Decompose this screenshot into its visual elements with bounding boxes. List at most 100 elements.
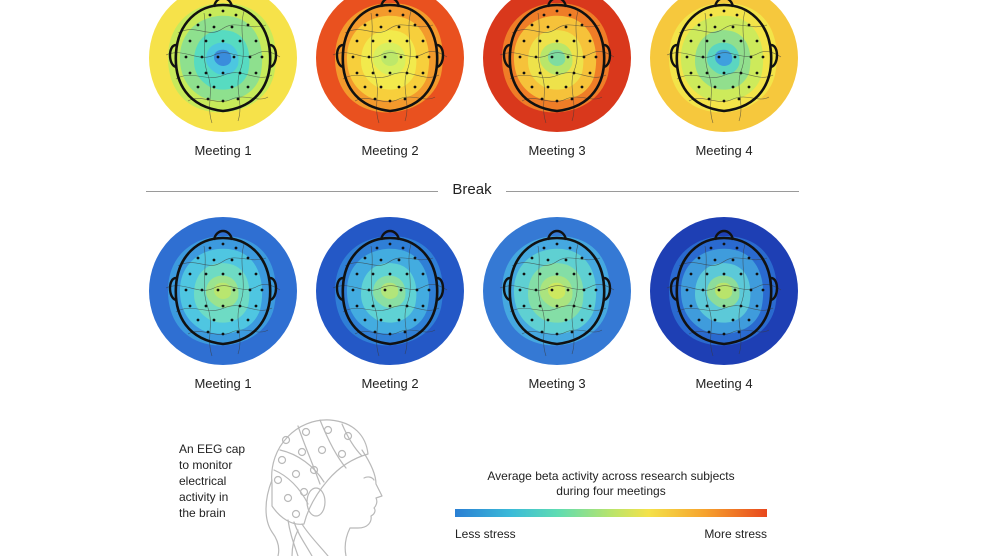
electrode-dot	[260, 288, 264, 292]
topomap-bottom-1: Meeting 1	[148, 216, 298, 391]
electrode-dot	[216, 55, 220, 59]
nose-outline	[713, 229, 735, 241]
electrode-dot	[588, 39, 592, 43]
topomap-top-4: Meeting 4	[649, 0, 799, 158]
electrode-dot	[246, 256, 250, 260]
electrode-dot	[355, 71, 359, 75]
contour-line	[521, 329, 603, 335]
electrode-dot	[355, 272, 359, 276]
electrode-dot	[705, 71, 709, 75]
electrode-dot	[580, 318, 584, 322]
electrode-dot	[246, 318, 250, 322]
electrode-dot	[232, 55, 236, 59]
topomap-bottom-2: Meeting 2	[315, 216, 465, 391]
electrode-dot	[566, 288, 570, 292]
electrode-dot	[238, 304, 242, 308]
electrode-dot	[555, 39, 559, 43]
electrode-dot	[747, 256, 751, 260]
electrode-dot	[363, 256, 367, 260]
electrode-dot	[701, 288, 705, 292]
electrode-dot	[588, 71, 592, 75]
electrode-dot	[388, 332, 392, 336]
electrode-dot	[260, 55, 264, 59]
electrode-dot	[717, 288, 721, 292]
electrode-dot	[540, 330, 544, 334]
electrode-dot	[421, 272, 425, 276]
contour-line	[571, 10, 579, 122]
legend-title-line: during four meetings	[556, 484, 666, 498]
contour-line	[354, 329, 436, 335]
electrode-dot	[200, 55, 204, 59]
electrode-dot	[555, 71, 559, 75]
contour-line	[688, 96, 770, 102]
head-map	[483, 0, 631, 132]
electrode-dot	[221, 304, 225, 308]
electrode-dot	[739, 304, 743, 308]
caption-line: electrical	[179, 474, 227, 488]
topomap-top-2: Meeting 2	[315, 0, 465, 158]
electrode-dot	[530, 318, 534, 322]
divider-left	[146, 191, 438, 192]
electrode-dot	[530, 85, 534, 89]
contour-line	[511, 257, 601, 267]
contour-line	[571, 243, 579, 355]
electrode-dot	[722, 272, 726, 276]
electrode-dot	[230, 25, 234, 29]
electrode-dot	[705, 39, 709, 43]
electrode-dot	[594, 55, 598, 59]
eeg-cap-caption: An EEG cap to monitor electrical activit…	[179, 441, 259, 521]
divider-right	[506, 191, 799, 192]
nose-outline	[713, 0, 735, 8]
electrode-dot	[367, 288, 371, 292]
electrode-dot	[689, 71, 693, 75]
contour-line	[738, 10, 746, 122]
electrode-dot	[749, 55, 753, 59]
nose-outline	[546, 0, 568, 8]
electrode-dot	[405, 304, 409, 308]
electrode-dot	[212, 318, 216, 322]
electrode-dot	[254, 272, 258, 276]
electrode-dot	[230, 85, 234, 89]
head-outline	[174, 236, 272, 346]
electrode-dot	[538, 304, 542, 308]
electrode-dot	[221, 99, 225, 103]
left-ear-outline	[168, 43, 177, 69]
right-ear-outline	[436, 43, 445, 69]
caption-line: activity in	[179, 490, 229, 504]
topomap-bottom-4: Meeting 4	[649, 216, 799, 391]
nose-outline	[212, 0, 234, 8]
electrode-dot	[371, 304, 375, 308]
electrode-dot	[701, 55, 705, 59]
contour-line	[177, 257, 267, 267]
electrode-dot	[540, 97, 544, 101]
contour-line	[676, 72, 774, 80]
contour-line	[404, 243, 412, 355]
electrode-dot	[570, 330, 574, 334]
head-outline	[508, 3, 606, 113]
electrode-dot	[722, 71, 726, 75]
electrode-dot	[588, 272, 592, 276]
electrode-dot	[546, 85, 550, 89]
electrode-dot	[188, 272, 192, 276]
activity-band	[214, 49, 232, 66]
electrode-dot	[401, 246, 405, 250]
right-ear-outline	[269, 43, 278, 69]
electrode-dot	[401, 13, 405, 17]
contour-line	[187, 96, 269, 102]
electrode-dot	[405, 272, 409, 276]
electrode-dot	[246, 85, 250, 89]
electrode-dot	[685, 288, 689, 292]
electrode-dot	[713, 25, 717, 29]
electrode-dot	[371, 71, 375, 75]
break-label: Break	[452, 181, 492, 198]
electrode-dot	[373, 330, 377, 334]
electrode-dot	[555, 242, 559, 246]
electrode-dot	[403, 97, 407, 101]
activity-band	[548, 49, 566, 66]
electrode-dot	[568, 13, 572, 17]
electrode-dot	[722, 304, 726, 308]
map-label: Meeting 1	[194, 376, 252, 391]
eeg-cap-illustration	[265, 419, 383, 556]
electrode-dot	[379, 318, 383, 322]
electrode-dot	[196, 85, 200, 89]
